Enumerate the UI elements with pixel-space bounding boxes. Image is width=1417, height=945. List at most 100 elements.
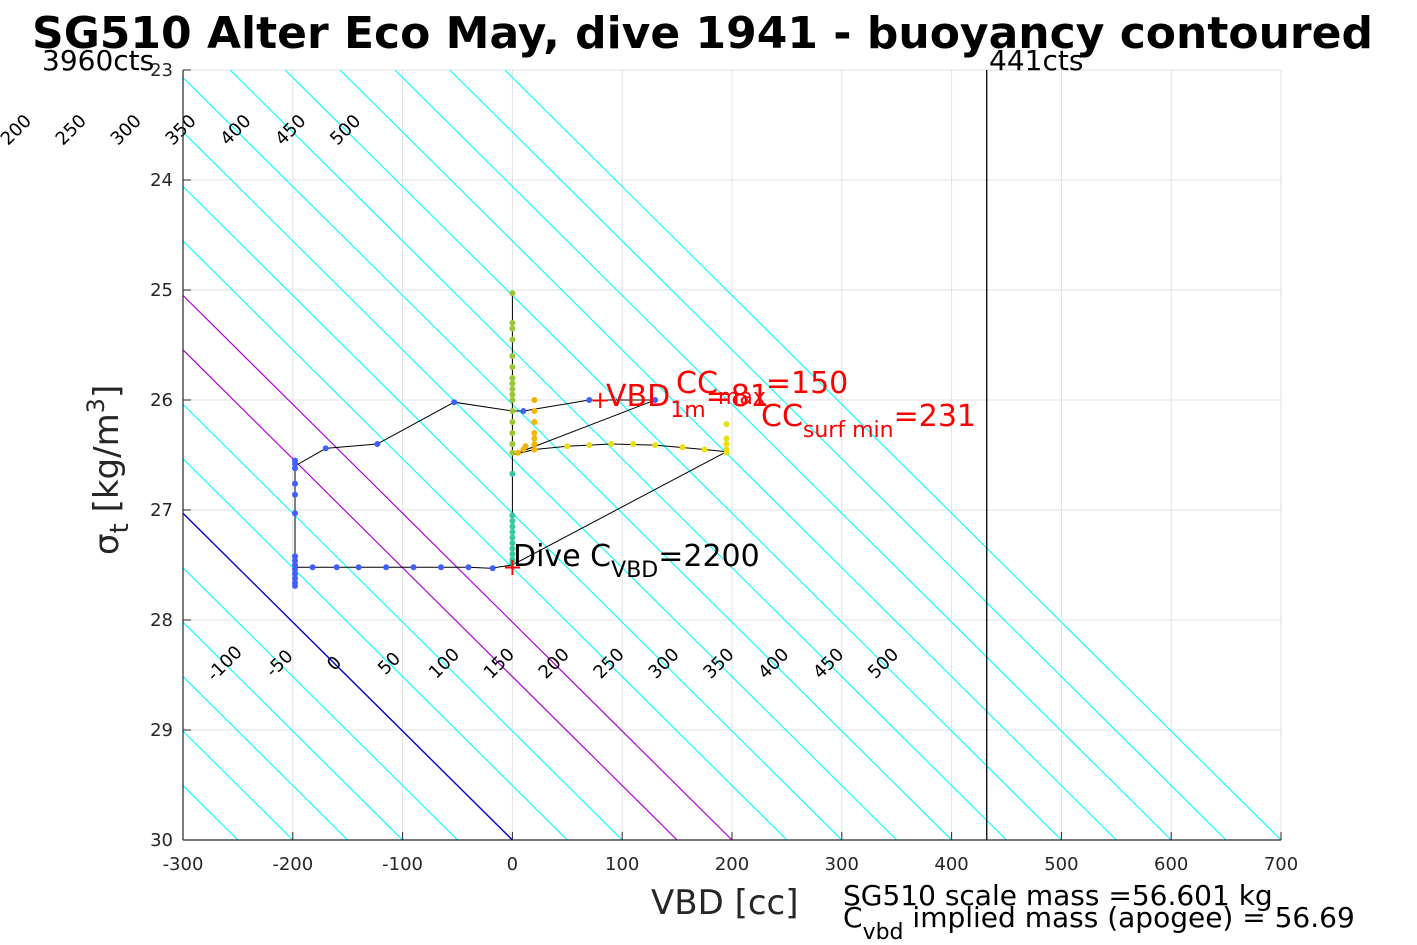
data-point	[531, 419, 538, 425]
data-point	[509, 545, 516, 552]
data-point	[509, 397, 516, 403]
data-point	[291, 460, 298, 467]
data-point	[291, 566, 298, 573]
data-point	[531, 435, 538, 442]
y-axis-label-main: σ	[87, 533, 127, 555]
data-point	[291, 553, 298, 560]
data-point	[509, 386, 516, 392]
data-point	[509, 470, 516, 477]
y-tick-label: 30	[150, 830, 173, 851]
contour-line	[394, 70, 1172, 840]
contour-line	[0, 70, 18, 840]
contour-line	[449, 70, 1227, 840]
x-tick-label: 200	[715, 854, 749, 875]
footer-implied-rest: implied mass (apogee) = 56.69	[904, 901, 1355, 934]
data-point	[509, 534, 516, 541]
contour-lines	[0, 70, 1281, 840]
corner-label-left: 3960cts	[42, 44, 154, 77]
y-axis-label-sub: t	[105, 523, 135, 533]
data-point	[509, 391, 516, 398]
data-point	[723, 449, 730, 456]
contour-line	[0, 70, 73, 840]
data-point	[564, 443, 571, 450]
data-point	[509, 408, 516, 414]
x-tick-label: -300	[163, 854, 204, 875]
annotation-dive-sub: VBD	[611, 558, 658, 583]
y-tick-label: 29	[150, 720, 173, 741]
data-point	[291, 465, 298, 472]
data-point	[509, 430, 516, 436]
contour-line	[183, 294, 733, 840]
contour-line	[183, 240, 788, 840]
annotation-cc-surf-main: CC	[761, 399, 803, 434]
data-point	[333, 564, 340, 571]
data-point	[652, 397, 659, 403]
annotation-dive-main: Dive C	[513, 539, 611, 574]
data-point	[438, 564, 445, 571]
data-point	[509, 518, 516, 524]
data-point	[291, 570, 298, 577]
annotation-cc-max: CCmax=150	[676, 366, 848, 410]
contour-line	[183, 730, 294, 840]
data-point	[509, 419, 516, 425]
x-tick-label: 300	[825, 854, 859, 875]
annotation-cc-max-sub: max	[718, 385, 766, 410]
data-point	[383, 564, 390, 571]
chart-title: SG510 Alter Eco May, dive 1941 - buoyanc…	[32, 8, 1373, 59]
contour-line	[504, 70, 1281, 840]
data-point	[465, 564, 472, 571]
footer-implied-mass: Cvbd implied mass (apogee) = 56.69	[843, 901, 1355, 945]
data-point	[374, 441, 381, 447]
annotation-cc-surf-value: =231	[894, 399, 976, 434]
data-point	[509, 325, 516, 332]
data-point	[522, 443, 529, 450]
data-point	[291, 510, 298, 517]
x-axis-label: VBD [cc]	[651, 883, 799, 923]
data-point	[509, 290, 516, 297]
data-point	[291, 562, 298, 568]
contour-line	[183, 675, 349, 840]
data-point	[291, 582, 298, 589]
data-point	[291, 480, 298, 487]
data-point	[509, 375, 516, 381]
contour-line	[183, 349, 678, 840]
data-point	[410, 564, 417, 571]
x-tick-label: 100	[605, 854, 639, 875]
grid	[182, 69, 1282, 841]
data-point	[723, 441, 730, 447]
contour-line	[183, 458, 568, 840]
data-point	[509, 512, 516, 519]
y-tick-label: 27	[150, 500, 173, 521]
marker-plus: +	[502, 553, 522, 581]
annotation-dive-value: =2200	[658, 539, 759, 574]
data-point	[509, 523, 516, 530]
data-point	[509, 441, 516, 447]
data-point	[701, 446, 708, 453]
y-axis-label-units: [kg/m	[87, 413, 127, 523]
data-point	[489, 565, 496, 572]
contour-line	[183, 76, 952, 840]
y-tick-label: 26	[150, 390, 173, 411]
x-tick-label: -200	[272, 854, 313, 875]
contour-line	[183, 185, 843, 840]
data-point	[630, 441, 637, 447]
data-point	[586, 397, 593, 403]
data-point	[531, 441, 538, 447]
data-point	[509, 559, 516, 566]
x-tick-label: 0	[507, 854, 518, 875]
contour-label: 300	[107, 111, 146, 150]
contour-line	[183, 566, 458, 840]
data-point	[652, 442, 659, 449]
contour-line	[183, 621, 403, 840]
data-point	[723, 435, 730, 442]
data-point	[679, 444, 686, 451]
data-point	[531, 430, 538, 436]
contour-label: 200	[0, 111, 36, 150]
markers: ++	[502, 386, 610, 581]
y-ticks: 23 24 25 26 27 28 29 30	[150, 60, 191, 851]
y-tick-label: 28	[150, 610, 173, 631]
contour-line	[284, 70, 1062, 840]
y-tick-label: 24	[150, 170, 173, 191]
footer-scale-mass: SG510 scale mass =56.601 kg	[843, 879, 1273, 912]
